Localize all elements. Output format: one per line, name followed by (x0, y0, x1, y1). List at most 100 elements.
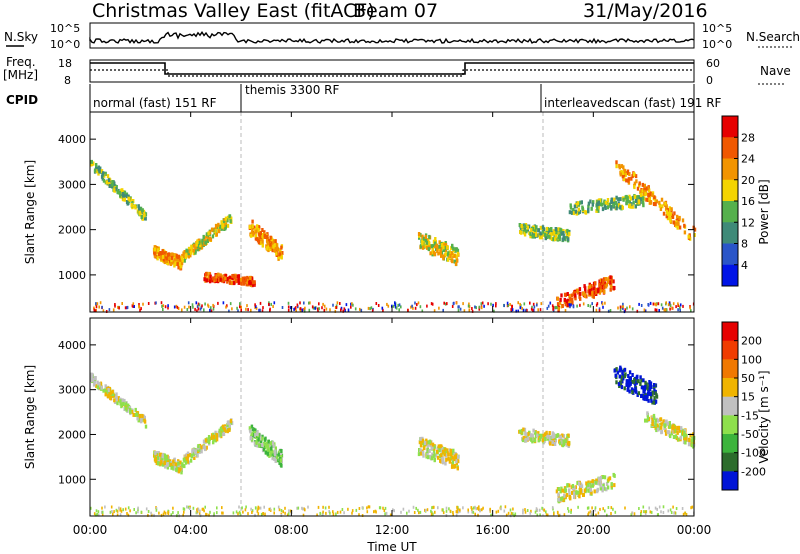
data-cell (211, 234, 215, 239)
ytick-label: 3000 (58, 178, 86, 191)
ground-scatter-cell (366, 506, 368, 510)
data-cell (430, 456, 434, 461)
xtick-label: 00:00 (677, 523, 712, 537)
ground-scatter-cell (196, 309, 198, 313)
data-cell (279, 249, 282, 253)
data-cell (237, 274, 241, 279)
data-cell (532, 234, 535, 239)
data-cell (418, 448, 421, 452)
data-cell (274, 241, 277, 246)
ground-scatter-cell (198, 512, 201, 515)
data-cell (177, 461, 180, 466)
nsearch-label: N.Search (746, 30, 800, 44)
data-cell (620, 164, 624, 169)
ground-scatter-cell (629, 305, 631, 309)
data-cell (451, 451, 455, 455)
ground-scatter-cell (240, 308, 242, 312)
data-cell (526, 225, 529, 230)
ground-scatter-cell (167, 512, 170, 516)
data-cell (642, 203, 645, 208)
ground-scatter-cell (173, 305, 176, 309)
data-cell (275, 455, 279, 460)
data-cell (218, 224, 222, 229)
data-cell (161, 462, 165, 467)
data-cell (551, 236, 554, 241)
ground-scatter-cell (394, 303, 396, 307)
data-cell (206, 239, 209, 243)
data-cell (604, 277, 608, 281)
data-cell (544, 437, 547, 442)
data-cell (568, 210, 572, 215)
figure-title: Christmas Valley East (fitACF) (92, 0, 375, 22)
data-cell (268, 443, 272, 448)
data-cell (644, 380, 647, 385)
data-cell (559, 297, 562, 302)
ground-scatter-cell (114, 304, 116, 308)
data-cell (609, 287, 612, 292)
ground-scatter-cell (250, 507, 252, 511)
data-cell (664, 206, 668, 211)
ground-scatter-cell (124, 306, 127, 310)
data-cell (167, 256, 171, 261)
data-cell (153, 247, 156, 252)
data-cell (554, 237, 557, 242)
data-cell (634, 204, 637, 209)
data-cell (421, 438, 425, 443)
data-cell (424, 243, 427, 248)
data-cell (569, 203, 572, 208)
data-cell (258, 225, 261, 230)
data-cell (566, 483, 569, 488)
ground-scatter-cell (652, 302, 655, 306)
data-cell (617, 382, 621, 387)
data-cell (220, 226, 223, 231)
data-cell (557, 497, 560, 502)
data-cell (422, 453, 425, 458)
ground-scatter-cell (129, 509, 131, 513)
data-cell (678, 215, 681, 220)
data-cell (207, 231, 210, 236)
data-cell (175, 467, 178, 472)
data-cell (186, 459, 189, 464)
ground-scatter-cell (492, 303, 494, 307)
data-cell (660, 425, 663, 430)
data-cell (605, 282, 609, 287)
ground-scatter-cell (526, 309, 528, 312)
ground-scatter-cell (238, 505, 240, 509)
ground-scatter-cell (431, 511, 433, 515)
ground-scatter-cell (673, 511, 675, 515)
data-cell (423, 446, 426, 451)
data-cell (261, 436, 264, 441)
data-cell (217, 222, 220, 227)
data-cell (648, 382, 652, 387)
ground-scatter-cell (295, 309, 297, 313)
data-cell (448, 458, 452, 463)
ground-scatter-cell (536, 508, 539, 512)
data-cell (629, 196, 633, 201)
data-cell (610, 482, 613, 487)
data-cell (671, 424, 675, 429)
data-cell (95, 166, 98, 171)
ground-scatter-cell (500, 507, 502, 511)
data-cell (221, 432, 224, 437)
data-cell (596, 489, 599, 494)
nsky-trace (89, 31, 695, 45)
data-cell (664, 201, 667, 206)
ground-scatter-cell (358, 513, 360, 517)
data-cell (571, 486, 575, 491)
ground-scatter-cell (524, 309, 527, 313)
data-cell (192, 251, 196, 256)
data-cell (587, 209, 590, 214)
ground-scatter-cell (284, 511, 286, 515)
ground-scatter-cell (493, 309, 495, 313)
data-cell (253, 441, 257, 446)
ground-scatter-cell (162, 304, 165, 308)
ground-scatter-cell (302, 513, 305, 517)
nsky-left-tick-top: 10^5 (50, 22, 80, 35)
data-cell (192, 243, 196, 248)
ground-scatter-cell (118, 506, 120, 510)
ground-scatter-cell (254, 513, 256, 517)
ground-scatter-cell (624, 506, 626, 510)
data-cell (104, 384, 107, 389)
data-cell (433, 252, 437, 257)
